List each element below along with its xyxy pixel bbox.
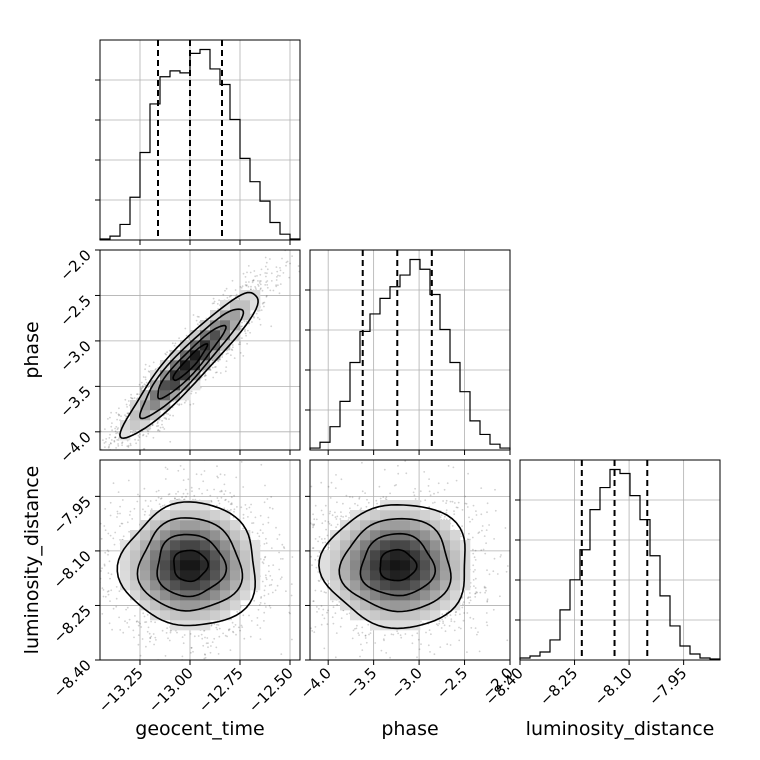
histogram-panel-geocent_time: [95, 39, 301, 241]
y-axis-label-luminosity_distance: luminosity_distance: [21, 466, 43, 655]
histogram-geocent_time: [99, 48, 301, 240]
contour-level-0: [379, 548, 418, 582]
x-tick-label: −12.75: [195, 664, 247, 716]
histogram-panel-phase: [305, 249, 511, 451]
x-tick-label: −3.0: [387, 664, 425, 702]
panel-frame: [99, 459, 301, 661]
y-axis-label-phase: phase: [21, 321, 43, 378]
x-tick-label: −13.25: [95, 664, 147, 716]
x-axis-label-phase: phase: [381, 718, 438, 740]
contour-level-1: [156, 533, 228, 598]
panel-frame: [99, 249, 301, 451]
contour-level-2: [338, 517, 452, 613]
y-tick-label: −2.5: [56, 292, 94, 330]
histogram-luminosity_distance: [519, 468, 721, 660]
y-tick-label: −7.95: [50, 492, 95, 537]
x-tick-label: −2.5: [433, 664, 471, 702]
y-tick-label: −3.5: [56, 382, 94, 420]
y-axis-phase: −4.0 −3.5 −3.0 −2.5 −2.0 phase: [21, 246, 100, 466]
histogram-panel-luminosity_distance: [515, 459, 721, 661]
contour-level-1: [359, 532, 437, 597]
panel-frame: [519, 459, 721, 661]
x-tick-label: −13.00: [145, 664, 197, 716]
y-tick-label: −8.40: [50, 656, 95, 701]
x-tick-label: −4.0: [297, 664, 335, 702]
x-tick-label: −3.5: [342, 664, 380, 702]
scatter-panel-geocent_time-luminosity_distance: [99, 459, 301, 661]
contour-level-1: [157, 324, 227, 400]
x-tick-label: −7.95: [645, 664, 690, 709]
scatter-panel-geocent_time-phase: [99, 249, 301, 451]
y-tick-label: −8.10: [50, 547, 95, 592]
panel-frame: [99, 39, 301, 241]
contour-level-0: [173, 549, 209, 583]
x-axis-label-luminosity_distance: luminosity_distance: [526, 718, 715, 740]
histogram-phase: [309, 258, 511, 450]
x-tick-label: −8.25: [536, 664, 581, 709]
contour-level-0: [172, 343, 209, 382]
panel-frame: [309, 459, 511, 661]
x-tick-label: −12.50: [245, 664, 297, 716]
y-tick-label: −8.25: [50, 602, 95, 647]
y-tick-label: −3.0: [56, 337, 94, 375]
contour-level-3: [119, 291, 259, 440]
contour-level-2: [136, 517, 244, 612]
panel-frame: [309, 249, 511, 451]
y-tick-label: −2.0: [56, 246, 94, 284]
contour-level-3: [116, 501, 257, 627]
x-tick-label: −8.10: [591, 664, 636, 709]
contour-level-3: [318, 503, 466, 630]
scatter-panel-phase-luminosity_distance: [309, 459, 511, 661]
contour-level-2: [138, 308, 245, 420]
x-axis-label-geocent_time: geocent_time: [135, 718, 264, 740]
y-tick-label: −4.0: [56, 428, 94, 466]
